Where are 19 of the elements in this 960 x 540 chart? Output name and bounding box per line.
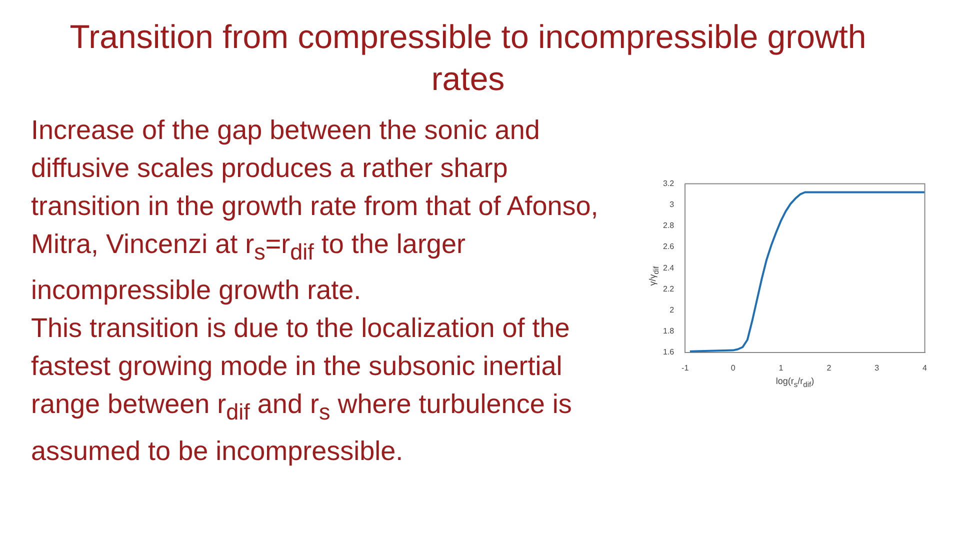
chart-title: Transition from compressible to incompressible growth rates xyxy=(68,17,868,99)
y-tick-label: 1.8 xyxy=(662,326,675,336)
y-tick-label: 2.4 xyxy=(662,263,675,272)
y-tick-label: 3 xyxy=(670,200,675,210)
text: Increase of the gap between the sonic and diffusive scales produces a rather sharp transition in the growth rate from that of Afonso, Mitra, Vincenzi at r$_{s}$=r$_{dif}$ to the larger incompressible growth rate. xyxy=(31,115,598,306)
x-tick-label: 4 xyxy=(922,363,928,372)
y-tick-label: 2.2 xyxy=(662,284,675,294)
x-tick-label: 3 xyxy=(874,363,880,372)
x-tick-label: 0 xyxy=(730,363,736,372)
x-axis-title: log(r$_{s}$/r$_{dif}$) xyxy=(774,376,816,389)
x-tick-label: 1 xyxy=(778,363,784,372)
x-tick-label: 2 xyxy=(826,363,832,372)
y-tick-label: 3.2 xyxy=(662,179,675,188)
y-tick-label: 2.6 xyxy=(662,242,675,252)
text: This transition is due to the localization of the fastest growing mode in the subsonic inertial range between r$_{dif}$ and r$_{s}$ where turbulence is assumed to be incompressible. xyxy=(31,312,573,468)
x-tick-label: -1 xyxy=(682,363,690,372)
y-tick-label: 2.8 xyxy=(662,221,675,230)
y-tick-label: 1.6 xyxy=(662,348,675,357)
y-tick-label: 2 xyxy=(670,305,675,314)
